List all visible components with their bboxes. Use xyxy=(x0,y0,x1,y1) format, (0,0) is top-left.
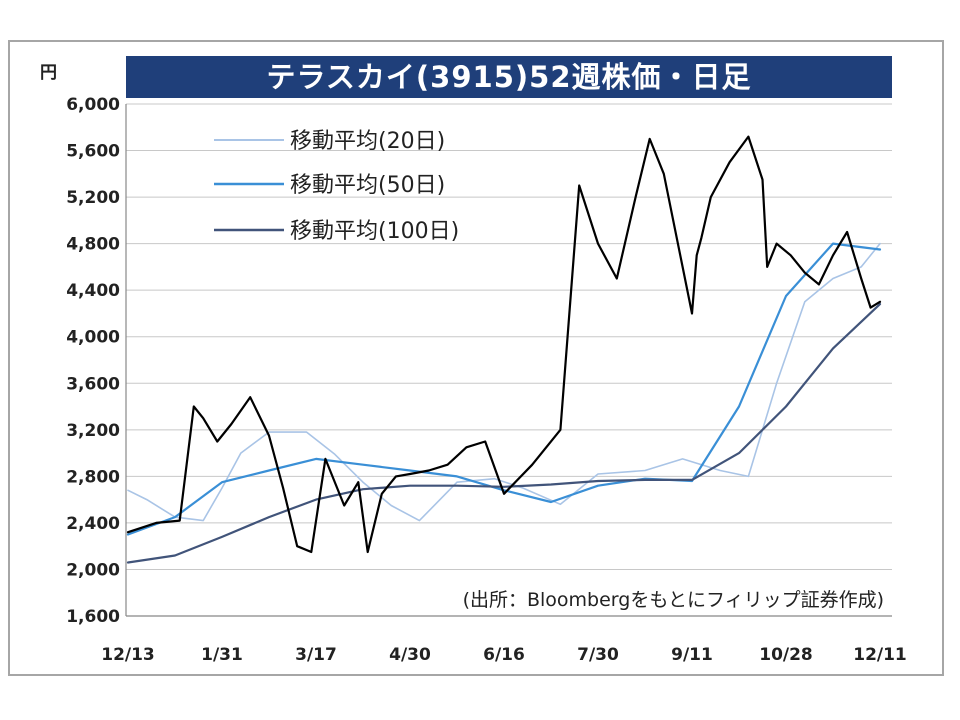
x-tick-label: 7/30 xyxy=(577,645,619,665)
y-axis-unit: 円 xyxy=(40,63,57,83)
x-tick-label: 12/11 xyxy=(853,645,907,665)
x-tick-label: 1/31 xyxy=(201,645,243,665)
legend-label: 移動平均(100日) xyxy=(290,219,459,244)
series-line-0 xyxy=(127,242,881,522)
grid-lines xyxy=(126,103,892,617)
y-tick-label: 3,600 xyxy=(66,374,120,394)
y-tick-label: 4,800 xyxy=(66,235,120,255)
y-tick-label: 3,200 xyxy=(66,421,120,441)
y-tick-label: 2,400 xyxy=(66,514,120,534)
x-tick-label: 9/11 xyxy=(671,645,713,665)
x-tick-label: 4/30 xyxy=(389,645,431,665)
x-tick-labels: 12/13 1/31 3/17 4/30 6/16 7/30 9/11 10/28 12/11 xyxy=(101,645,907,665)
y-tick-label: 5,200 xyxy=(66,188,120,208)
y-tick-label: 1,600 xyxy=(66,607,120,627)
legend-label: 移動平均(20日) xyxy=(290,129,445,154)
chart-title: テラスカイ(3915)52週株価・日足 xyxy=(266,60,752,94)
x-tick-label: 3/17 xyxy=(295,645,337,665)
series-line-2 xyxy=(126,303,882,564)
series-line-3 xyxy=(126,135,882,554)
chart-frame xyxy=(8,40,944,676)
x-tick-label: 6/16 xyxy=(483,645,525,665)
axes xyxy=(125,104,892,617)
series-line-1 xyxy=(126,242,882,536)
series-lines xyxy=(126,135,882,564)
y-tick-label: 2,000 xyxy=(66,560,120,580)
legend-label: 移動平均(50日) xyxy=(290,173,445,198)
chart-title-bar xyxy=(126,56,892,98)
y-tick-labels: 6,000 5,600 5,200 4,800 4,400 4,000 3,600 3,200… xyxy=(66,95,120,627)
y-tick-label: 4,400 xyxy=(66,281,120,301)
x-tick-label: 12/13 xyxy=(101,645,155,665)
source-note: (出所：Bloombergをもとにフィリップ証券作成) xyxy=(463,589,884,611)
y-tick-label: 4,000 xyxy=(66,328,120,348)
y-tick-label: 2,800 xyxy=(66,467,120,487)
y-tick-label: 5,600 xyxy=(66,142,120,162)
legend: 移動平均(20日) 移動平均(50日) 移動平均(100日) xyxy=(214,129,459,244)
x-tick-label: 10/28 xyxy=(759,645,813,665)
y-tick-label: 6,000 xyxy=(66,95,120,115)
